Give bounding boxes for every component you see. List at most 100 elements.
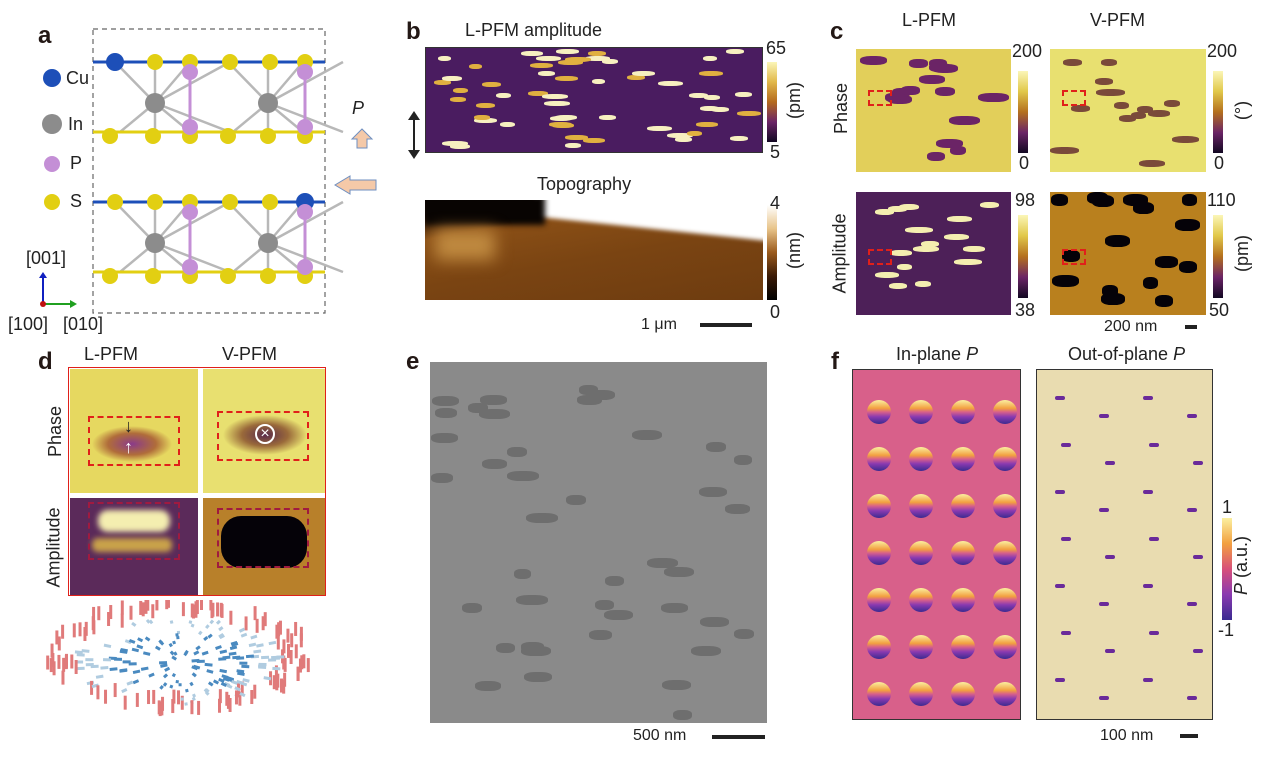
in-plane-dipole bbox=[909, 447, 933, 471]
spin-arrow bbox=[189, 681, 194, 687]
domain-feature bbox=[1096, 89, 1125, 97]
domain-feature bbox=[437, 56, 452, 62]
domain-feature bbox=[1118, 115, 1137, 123]
domain-feature bbox=[919, 75, 945, 85]
out-of-plane-dipole bbox=[1187, 508, 1197, 512]
domain-feature bbox=[479, 395, 507, 406]
in-plane-dipole bbox=[867, 494, 891, 518]
out-of-plane-dipole bbox=[1099, 414, 1109, 418]
spin-arrow bbox=[212, 679, 220, 685]
topo-unit: (nm) bbox=[784, 232, 804, 269]
topography-title: Topography bbox=[537, 174, 632, 194]
out-of-plane-dipole bbox=[1143, 584, 1153, 588]
spin-arrow bbox=[144, 636, 151, 642]
l-pfm-amplitude-map bbox=[425, 47, 763, 153]
domain-feature bbox=[1133, 202, 1155, 215]
red-dashed-box bbox=[868, 90, 892, 106]
c-amp-v-colorbar bbox=[1213, 215, 1223, 298]
domain-feature bbox=[699, 486, 728, 497]
domain-feature bbox=[535, 55, 562, 61]
out-of-plane-dipole bbox=[1149, 631, 1159, 635]
spin-arrow bbox=[145, 618, 151, 624]
axis-label-100: [100] bbox=[8, 314, 49, 334]
domain-feature bbox=[874, 271, 900, 278]
amplitude-title: L-PFM amplitude bbox=[465, 20, 603, 40]
domain-feature bbox=[1142, 277, 1159, 289]
spin-arrow bbox=[169, 684, 174, 689]
spin-arrow bbox=[142, 651, 151, 656]
amplitude-colorbar bbox=[767, 62, 777, 142]
in-plane-dipole bbox=[867, 635, 891, 659]
amp-min: 5 bbox=[770, 142, 781, 162]
spin-arrow bbox=[240, 681, 248, 687]
domain-feature bbox=[646, 125, 672, 131]
spin-arrow bbox=[191, 696, 196, 701]
domain-feature bbox=[589, 630, 612, 641]
domain-feature bbox=[1095, 77, 1114, 85]
domain-feature bbox=[585, 55, 610, 61]
amp-l-min: 38 bbox=[1015, 300, 1036, 320]
in-plane-dipole bbox=[867, 400, 891, 424]
double-arrow-icon bbox=[408, 111, 420, 159]
c-amp-l-colorbar bbox=[1018, 215, 1028, 298]
spin-arrow bbox=[126, 680, 134, 686]
domain-feature bbox=[675, 136, 692, 142]
out-of-plane-dipole bbox=[1187, 414, 1197, 418]
in-plane-polarization-map bbox=[852, 369, 1021, 720]
in-plane-dipole bbox=[909, 400, 933, 424]
f-cb-label: P (a.u.) bbox=[1231, 535, 1252, 596]
domain-feature bbox=[691, 645, 722, 656]
spin-arrow bbox=[242, 678, 250, 683]
in-plane-dipole bbox=[867, 682, 891, 706]
topography-colorbar bbox=[767, 205, 777, 300]
out-of-plane-dipole bbox=[1143, 678, 1153, 682]
scale-bar-e bbox=[712, 735, 765, 739]
out-of-plane-dipole bbox=[1099, 508, 1109, 512]
domain-feature bbox=[604, 609, 633, 620]
domain-feature bbox=[711, 107, 730, 113]
f-title-outofplane: Out-of-plane P bbox=[1068, 344, 1186, 364]
domain-feature bbox=[604, 576, 624, 587]
d-col-vpfm: V-PFM bbox=[222, 344, 278, 364]
phase-v-min: 0 bbox=[1214, 153, 1225, 173]
spin-arrow bbox=[81, 649, 90, 653]
d-zoom-frame: ↓ ↑ × bbox=[68, 367, 326, 596]
out-of-plane-dipole bbox=[1149, 443, 1159, 447]
in-plane-dipole bbox=[909, 494, 933, 518]
domain-feature bbox=[736, 110, 761, 116]
spin-arrow bbox=[103, 643, 112, 649]
spin-arrow bbox=[193, 650, 200, 656]
spin-arrow bbox=[171, 672, 176, 678]
out-of-plane-dipole bbox=[1061, 537, 1071, 541]
out-of-plane-dipole bbox=[1055, 490, 1065, 494]
in-plane-dipole bbox=[867, 588, 891, 612]
domain-feature bbox=[702, 56, 717, 62]
spin-arrow bbox=[238, 627, 246, 633]
domain-feature bbox=[507, 447, 528, 458]
red-dashed-box bbox=[868, 249, 892, 265]
out-of-plane-polarization-map bbox=[1036, 369, 1213, 720]
amp-max: 65 bbox=[766, 38, 787, 58]
l-pfm-amplitude-map bbox=[856, 192, 1011, 315]
spin-arrow bbox=[100, 666, 109, 670]
domain-feature bbox=[934, 87, 956, 97]
domain-feature bbox=[442, 75, 462, 81]
d-v-amplitude-tile bbox=[203, 498, 325, 595]
spin-arrow bbox=[76, 653, 85, 657]
domain-feature bbox=[468, 64, 483, 70]
c-col-lpfm: L-PFM bbox=[902, 10, 956, 30]
domain-feature bbox=[647, 558, 678, 569]
domain-feature bbox=[726, 48, 745, 54]
domain-feature bbox=[888, 283, 907, 290]
domain-feature bbox=[582, 137, 605, 143]
domain-feature bbox=[482, 82, 501, 88]
spin-arrow bbox=[236, 669, 245, 674]
domain-feature bbox=[1131, 111, 1147, 119]
d-v-phase-tile: × bbox=[203, 369, 325, 493]
domain-feature bbox=[434, 407, 457, 418]
domain-feature bbox=[1070, 105, 1090, 112]
topography-map bbox=[425, 200, 763, 300]
spin-arrow bbox=[219, 668, 228, 674]
domain-feature bbox=[595, 599, 614, 610]
in-plane-dipole bbox=[867, 447, 891, 471]
